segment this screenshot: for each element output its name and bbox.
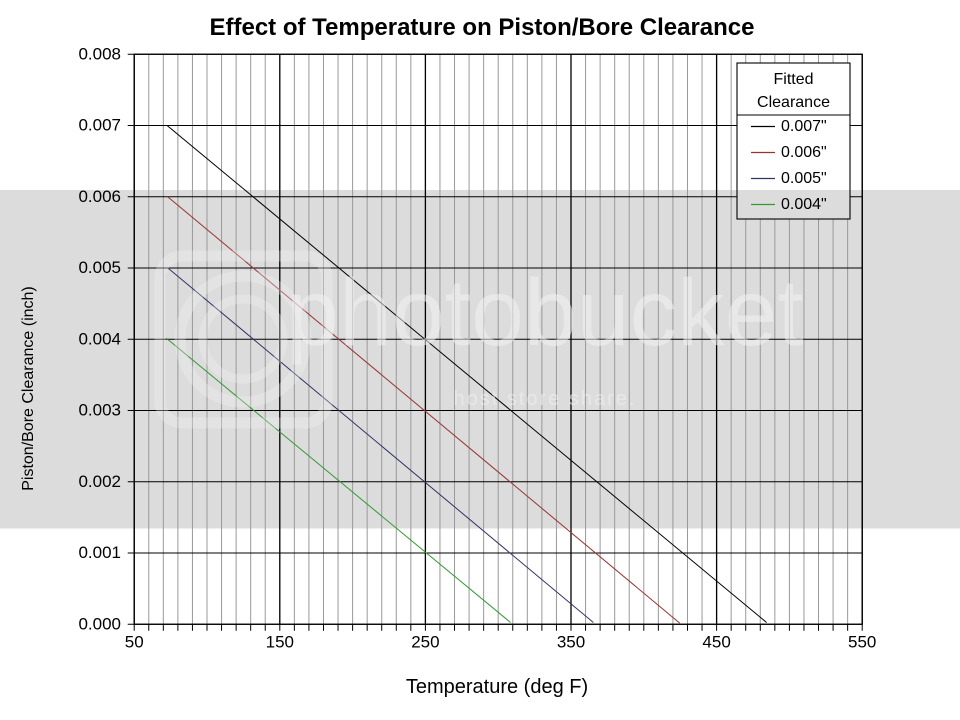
svg-text:Clearance: Clearance bbox=[757, 94, 830, 111]
svg-text:450: 450 bbox=[702, 632, 730, 651]
svg-text:0.004: 0.004 bbox=[78, 329, 121, 348]
svg-text:Fitted: Fitted bbox=[773, 71, 813, 88]
svg-text:350: 350 bbox=[557, 632, 585, 651]
svg-text:50: 50 bbox=[125, 632, 144, 651]
svg-text:Effect of Temperature on Pisto: Effect of Temperature on Piston/Bore Cle… bbox=[209, 14, 754, 41]
svg-text:0.000: 0.000 bbox=[78, 614, 121, 633]
svg-text:photobucket: photobucket bbox=[286, 260, 804, 366]
svg-text:0.007: 0.007 bbox=[78, 116, 121, 135]
svg-text:0.006": 0.006" bbox=[781, 144, 827, 161]
svg-text:0.002: 0.002 bbox=[78, 472, 121, 491]
svg-text:0.003: 0.003 bbox=[78, 401, 121, 420]
svg-text:0.001: 0.001 bbox=[78, 543, 121, 562]
svg-text:150: 150 bbox=[266, 632, 294, 651]
svg-text:0.004": 0.004" bbox=[781, 196, 827, 213]
svg-text:0.005": 0.005" bbox=[781, 170, 827, 187]
svg-text:0.007": 0.007" bbox=[781, 118, 827, 135]
svg-text:0.005: 0.005 bbox=[78, 258, 121, 277]
svg-text:550: 550 bbox=[848, 632, 876, 651]
svg-text:0.008: 0.008 bbox=[78, 44, 121, 63]
svg-text:0.006: 0.006 bbox=[78, 187, 121, 206]
svg-text:host store share.: host store share. bbox=[454, 388, 637, 410]
svg-text:250: 250 bbox=[411, 632, 439, 651]
